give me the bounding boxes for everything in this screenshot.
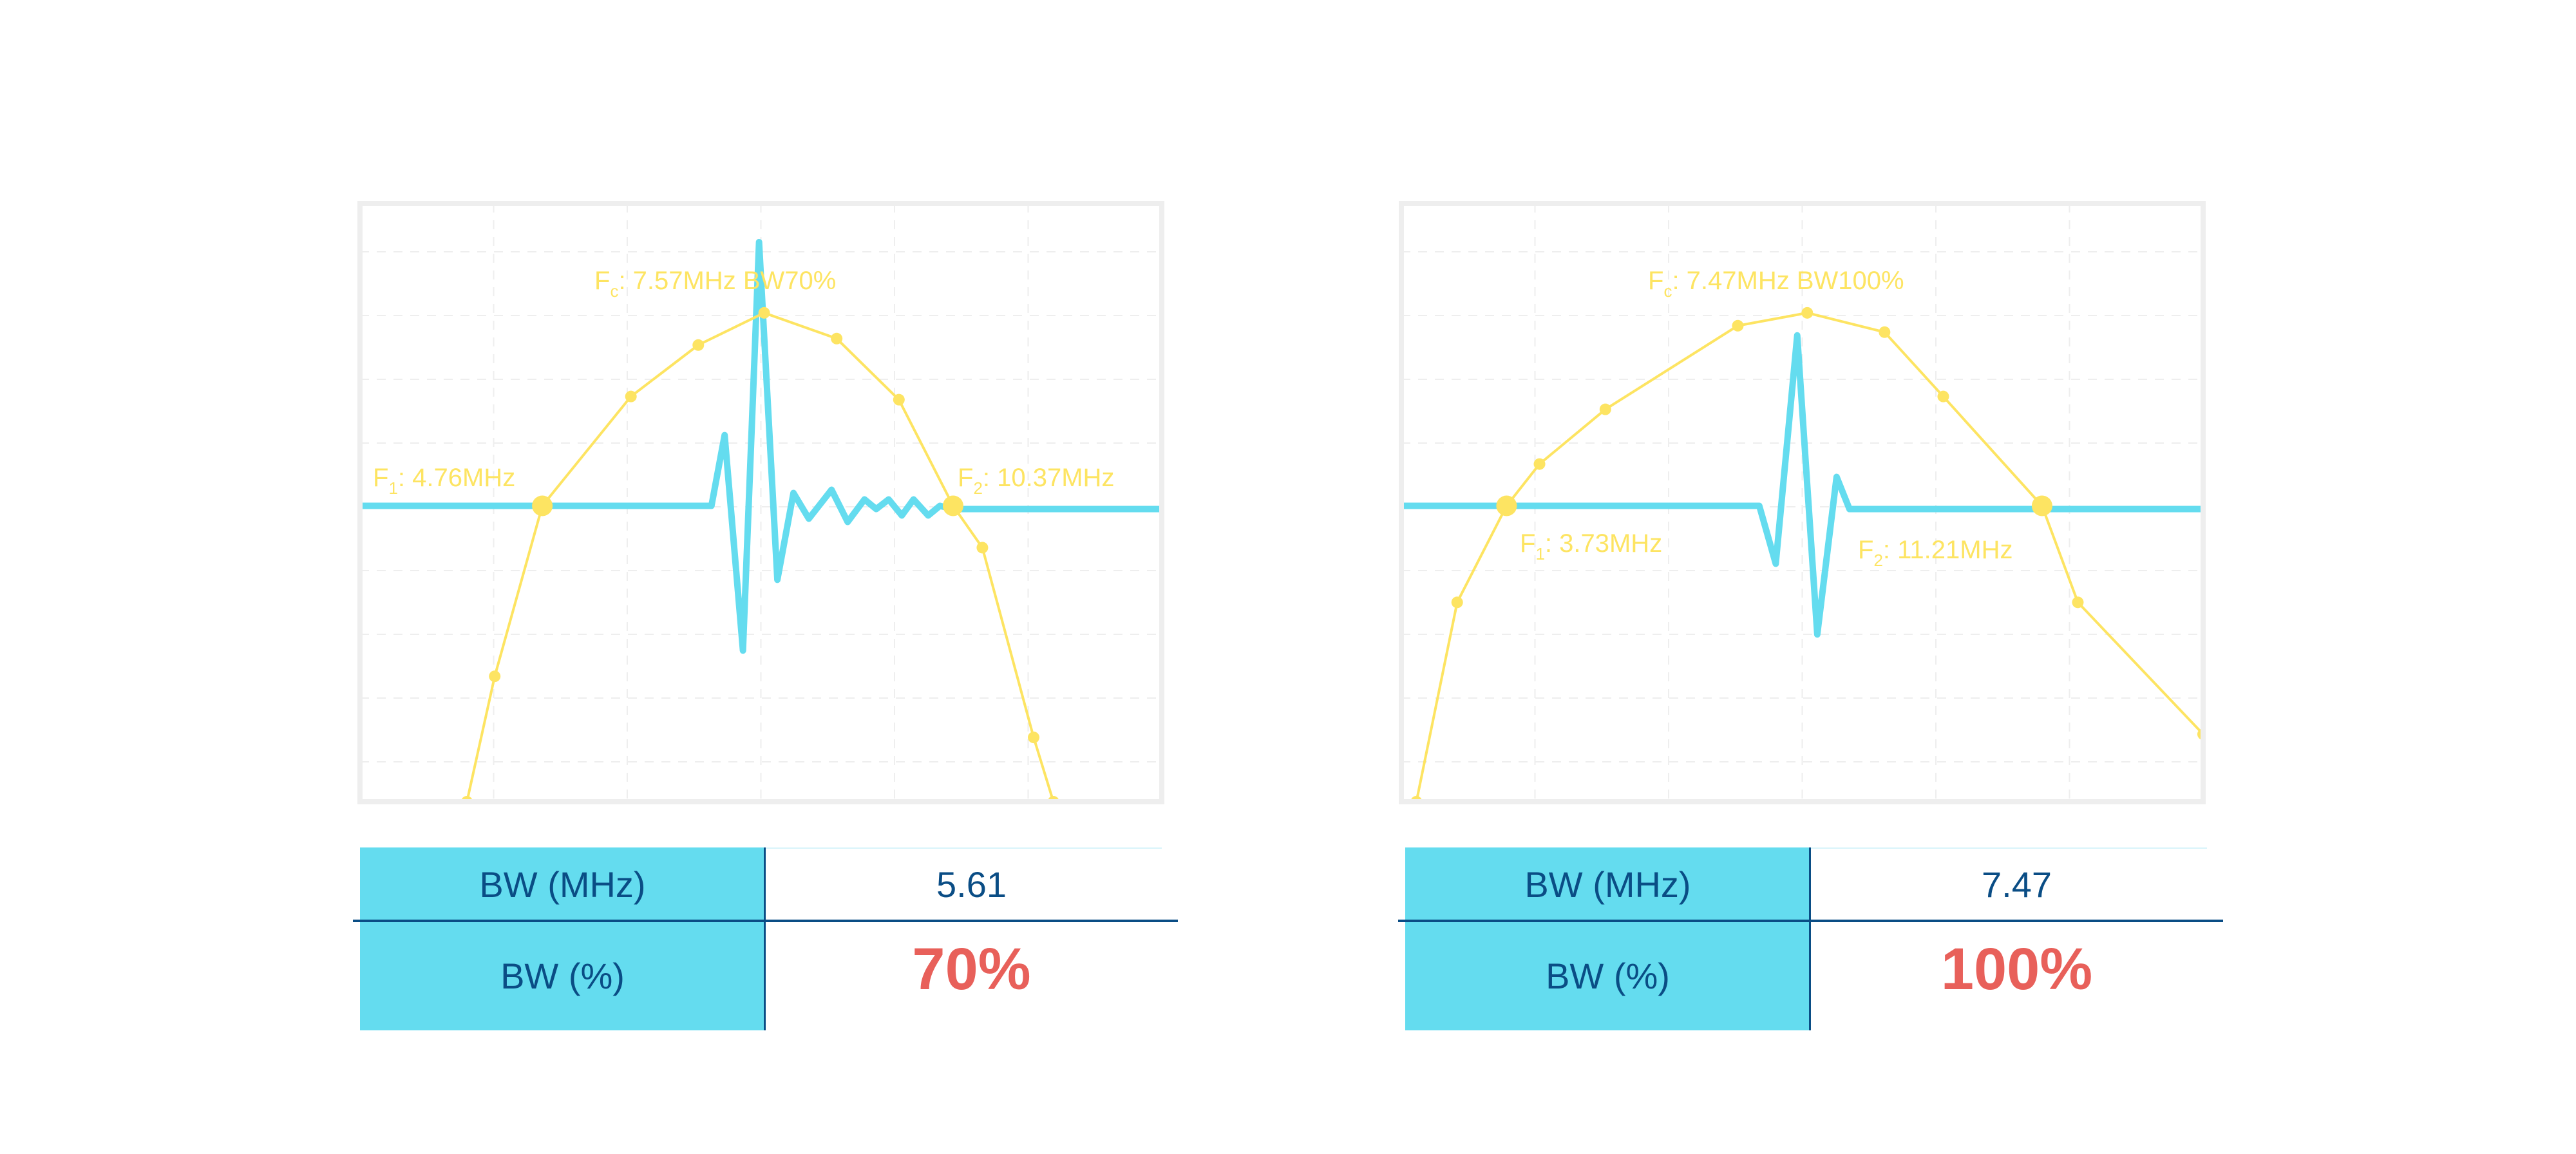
response-point <box>1451 596 1463 609</box>
pulse-waveform <box>363 238 1159 654</box>
response-point <box>489 670 501 683</box>
f2-label: F2: 11.21MHz <box>1858 536 2012 570</box>
bw-mhz-header: BW (MHz) <box>360 847 765 921</box>
chart-bw100: Fc: 7.47MHz BW100% F1: 3.73MHz F2: 11.21… <box>1399 201 2206 804</box>
fc-label: Fc: 7.57MHz BW70% <box>594 267 836 301</box>
response-point <box>758 307 770 319</box>
bw-pct-header: BW (%) <box>1405 921 1810 1030</box>
column-divider <box>1809 847 1811 1030</box>
response-point <box>831 332 843 345</box>
fc-label: Fc: 7.47MHz BW100% <box>1648 267 1904 301</box>
bw-table-70: BW (MHz) 5.61 BW (%) 70% <box>353 847 1178 1030</box>
response-point <box>1599 403 1611 415</box>
response-point <box>461 796 473 799</box>
cutoff-point <box>1496 495 1517 516</box>
response-point <box>1937 390 1949 402</box>
frequency-response-line <box>466 311 1054 799</box>
response-point <box>893 393 905 406</box>
bw-mhz-value: 5.61 <box>936 864 1007 905</box>
cutoff-point <box>942 495 963 516</box>
response-point <box>976 542 989 554</box>
response-point <box>1732 319 1744 332</box>
row-divider <box>1398 920 2223 922</box>
response-point <box>1879 326 1891 338</box>
response-point <box>1533 458 1546 470</box>
bw-pct-value: 70% <box>912 936 1031 1002</box>
row-divider <box>353 920 1178 922</box>
pulse-waveform <box>1404 332 2201 638</box>
f2-label: F2: 10.37MHz <box>958 464 1114 498</box>
bw-mhz-value: 7.47 <box>1982 864 2052 905</box>
bw-pct-value: 100% <box>1940 936 2093 1002</box>
f1-label: F1: 3.73MHz <box>1520 529 1662 563</box>
response-point <box>1028 732 1040 744</box>
response-point <box>2197 729 2201 740</box>
response-point <box>692 339 705 351</box>
bw-mhz-header: BW (MHz) <box>1405 847 1810 921</box>
response-point <box>625 390 637 402</box>
response-point <box>1411 796 1422 799</box>
cutoff-point <box>2031 495 2052 516</box>
frequency-response-line <box>1416 311 2201 799</box>
response-point <box>2072 596 2084 609</box>
chart-bw70: Fc: 7.57MHz BW70% F1: 4.76MHz F2: 10.37M… <box>357 201 1164 804</box>
column-divider <box>764 847 766 1030</box>
bw-table-100: BW (MHz) 7.47 BW (%) 100% <box>1398 847 2223 1030</box>
response-point <box>1048 796 1059 799</box>
cutoff-point <box>532 495 553 516</box>
f1-label: F1: 4.76MHz <box>373 464 515 498</box>
bw-pct-header: BW (%) <box>360 921 765 1030</box>
response-point <box>1801 307 1814 319</box>
